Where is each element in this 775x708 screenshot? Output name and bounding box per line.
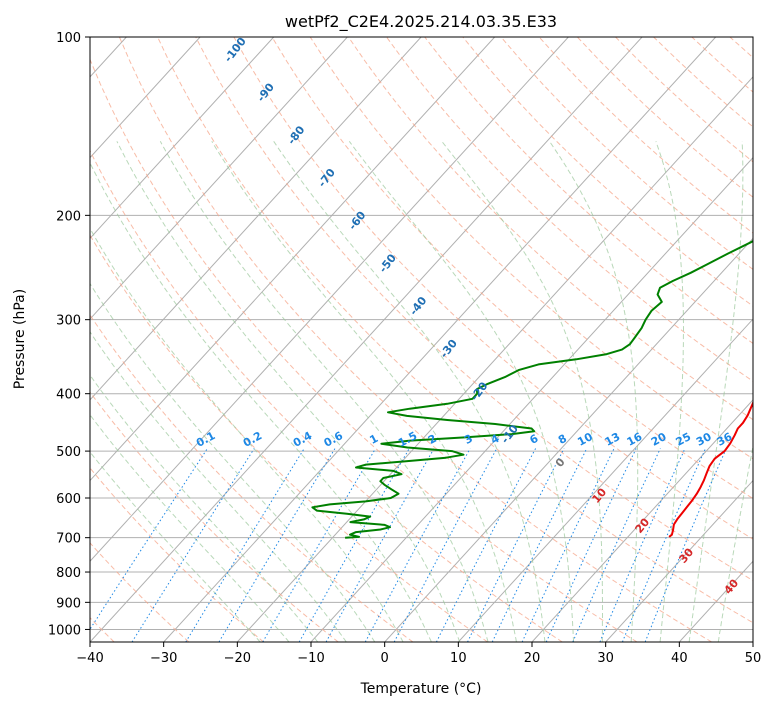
x-tick-label-5: 10 [450, 651, 467, 666]
dry-adiabat-0 [90, 313, 414, 642]
y-tick-label-3: 400 [56, 388, 81, 403]
mixing-ratio-label-11: 10 [575, 430, 595, 449]
x-tick-label-4: 0 [381, 651, 389, 666]
moist-adiabat-4 [90, 161, 432, 642]
moist-adiabat-36 [655, 141, 684, 642]
x-axis: −40 −30 −20 −10 0 10 20 30 40 50 [76, 642, 761, 666]
grid-layer [90, 37, 753, 642]
moist-adiabat-24 [348, 141, 575, 642]
chart-title: wetPf2_C2E4.2025.214.03.35.E33 [285, 12, 557, 32]
y-tick-label-0: 100 [56, 31, 81, 46]
x-axis-label: Temperature (°C) [360, 681, 482, 697]
mixing-ratio-line-13 [521, 448, 615, 642]
isotherm--90 [90, 37, 275, 240]
y-tick-label-4: 500 [56, 445, 81, 460]
isotherm--50 [90, 37, 569, 562]
isotherm--100 [90, 37, 201, 159]
dry-adiabat-90 [309, 37, 753, 460]
isotherm--70 [90, 37, 422, 401]
isotherm-10 [457, 318, 753, 642]
moist-adiabat-8 [116, 141, 461, 642]
dry-adiabat-50 [157, 37, 753, 624]
moist-adiabat--8 [90, 331, 347, 642]
x-tick-label-0: −40 [76, 651, 103, 666]
moist-adiabat-20 [273, 141, 546, 642]
moist-adiabat--16 [90, 414, 290, 642]
mixing-ratio-line-4 [393, 448, 498, 642]
moist-adiabat-32 [549, 141, 639, 642]
mixing-ratio-line-0.4 [185, 448, 305, 642]
isotherm-0 [384, 237, 753, 642]
mixing-ratio-line-6 [435, 448, 537, 642]
mixing-ratio-line-1 [262, 448, 376, 642]
y-tick-label-9: 1000 [48, 623, 81, 638]
mixing-ratio-line-3 [364, 448, 471, 642]
y-tick-label-7: 800 [56, 566, 81, 581]
y-tick-label-2: 300 [56, 314, 81, 329]
dry-adiabat-80 [271, 37, 753, 500]
y-tick-label-5: 600 [56, 492, 81, 507]
isotherm--80 [90, 37, 348, 320]
dry-adiabat-20 [90, 149, 563, 642]
plot-frame [89, 36, 754, 643]
dry-adiabat-40 [118, 37, 712, 642]
moist-adiabat-40 [688, 141, 744, 642]
x-tick-label-7: 30 [597, 651, 614, 666]
isotherm--20 [236, 76, 753, 642]
y-tick-label-8: 900 [56, 596, 81, 611]
profile-line-2 [311, 239, 753, 539]
x-tick-label-6: 20 [524, 651, 541, 666]
y-axis-label: Pressure (hPa) [12, 289, 28, 389]
moist-adiabat--20 [90, 451, 261, 642]
profiles-layer [311, 239, 753, 539]
isotherm--60 [90, 37, 496, 482]
moist-adiabat-16 [211, 141, 517, 642]
x-tick-label-1: −30 [150, 651, 177, 666]
mixing-ratio-label-15: 25 [674, 430, 694, 449]
y-tick-label-1: 200 [56, 209, 81, 224]
mixing-ratio-label-13: 16 [625, 430, 645, 449]
mixing-ratio-label-14: 20 [649, 430, 669, 449]
dry-adiabat-60 [195, 37, 753, 582]
mixing-ratio-label-17: 36 [715, 430, 735, 449]
moist-adiabat--4 [90, 282, 376, 642]
isotherm-20 [531, 399, 753, 642]
profile-line-1 [668, 400, 753, 538]
y-axis: 100 200 300 400 500 600 700 800 900 1000 [48, 31, 90, 638]
dry-adiabat-120 [424, 37, 753, 344]
mixing-ratio-line-36 [644, 448, 727, 642]
dry-adiabat-110 [386, 37, 753, 382]
x-tick-label-2: −20 [224, 651, 251, 666]
isotherm--30 [163, 37, 717, 642]
mixing-ratio-line-0.1 [90, 448, 208, 631]
x-tick-label-8: 40 [671, 651, 688, 666]
x-tick-label-3: −10 [297, 651, 324, 666]
isotherm-30 [605, 479, 753, 642]
x-tick-label-9: 50 [745, 651, 762, 666]
moist-adiabat-28 [441, 140, 603, 642]
mixing-ratio-label-12: 13 [603, 430, 623, 449]
moist-adiabat-12 [159, 141, 489, 642]
mixing-ratio-line-0.2 [131, 448, 255, 642]
y-tick-label-6: 700 [56, 532, 81, 547]
mixing-ratio-line-16 [545, 448, 637, 642]
dry-adiabat-70 [233, 37, 753, 540]
moist-adiabat-44 [717, 444, 753, 642]
moist-adiabat--12 [90, 374, 319, 642]
isotherm--40 [90, 37, 643, 642]
moist-adiabat-0 [90, 227, 404, 642]
mixing-ratio-label-16: 30 [694, 430, 714, 449]
